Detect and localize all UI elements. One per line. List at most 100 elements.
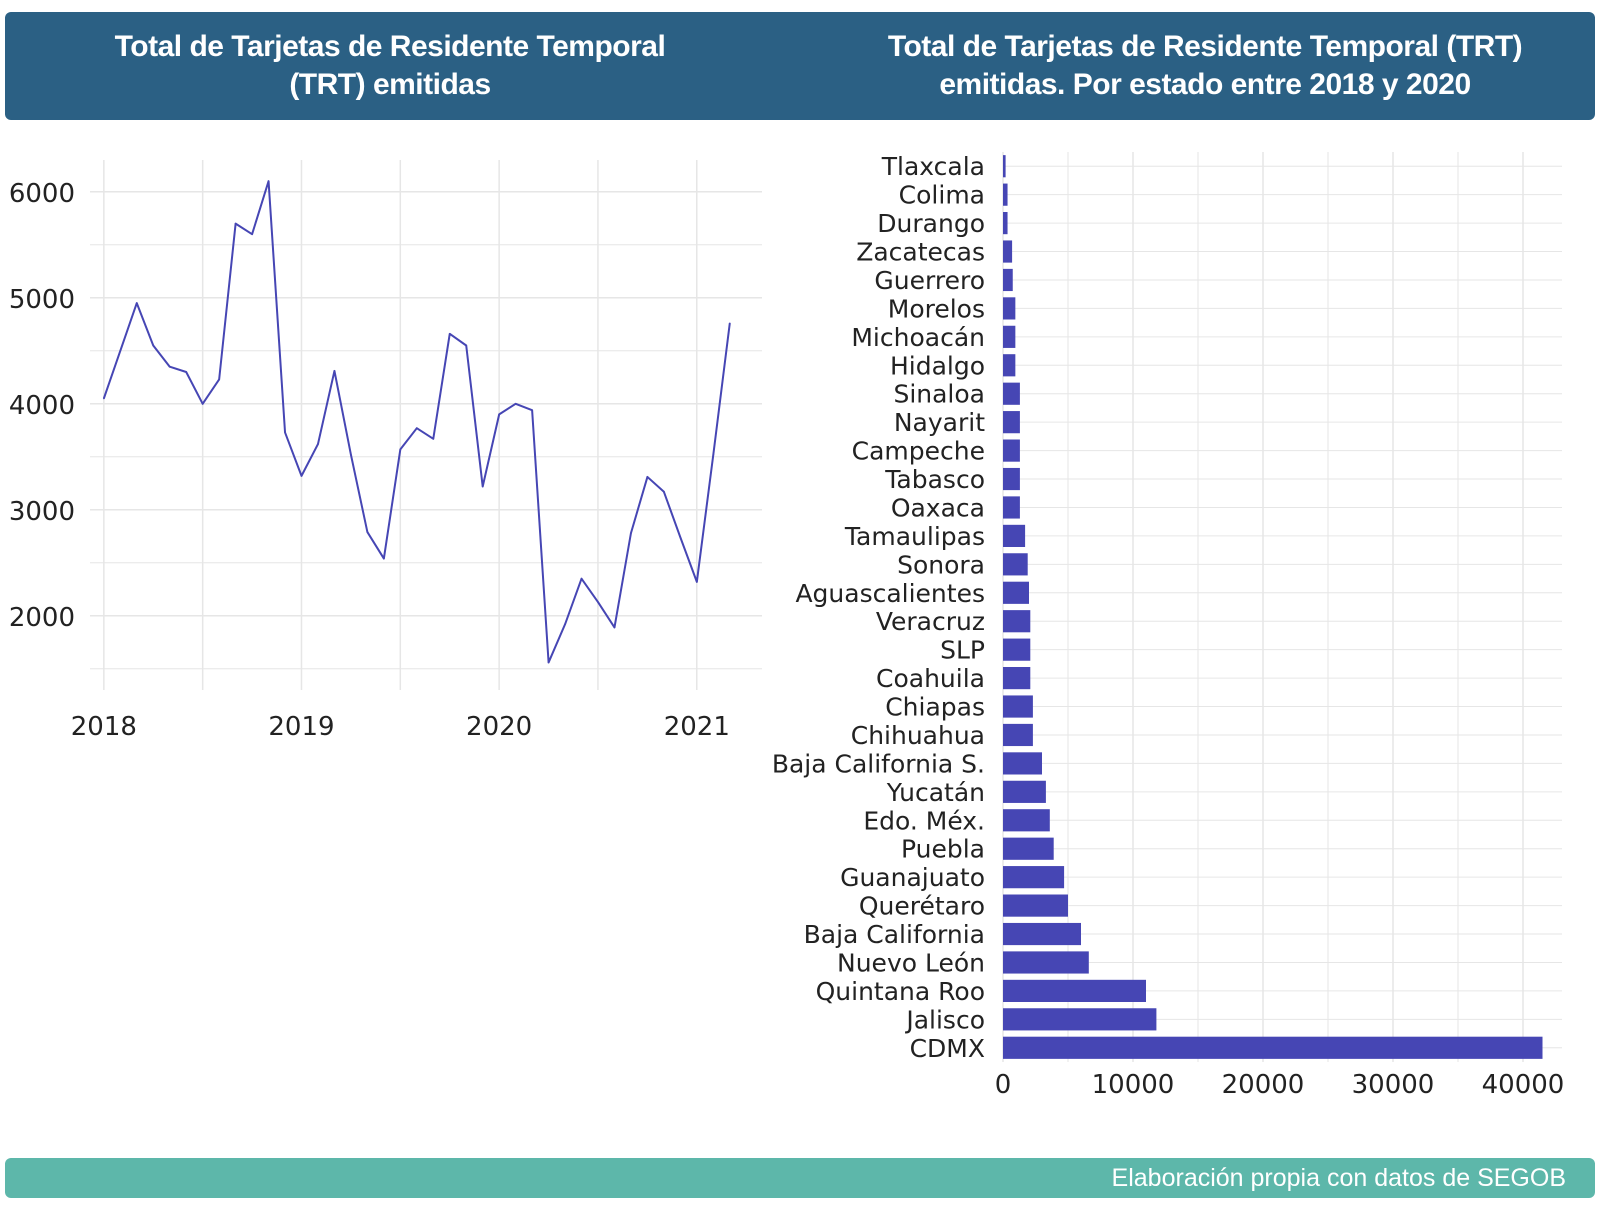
bar-chart-category-label: Tabasco <box>884 465 985 494</box>
line-chart-point <box>251 233 253 235</box>
line-chart-point <box>267 180 270 182</box>
line-chart-point <box>185 371 187 373</box>
bar-sonora <box>1003 553 1028 576</box>
bar-chiapas <box>1003 695 1033 718</box>
line-chart-point <box>465 344 468 347</box>
line-chart-point <box>366 531 369 533</box>
bar-guerrero <box>1003 268 1013 292</box>
bar-chart-category-label: Yucatán <box>886 778 985 807</box>
line-chart-point <box>300 475 303 477</box>
line-chart-point <box>481 485 484 488</box>
line-chart-point <box>103 397 105 400</box>
bar-coahuila <box>1003 667 1031 690</box>
line-chart-point <box>350 453 352 456</box>
bar-chart-category-label: Durango <box>877 209 985 238</box>
bar-guanajuato <box>1003 866 1065 889</box>
line-chart-x-tick-label: 2019 <box>268 712 334 742</box>
line-chart-point <box>564 623 566 626</box>
line-chart: 2000 3000 4000 5000 6000 2018 2019 2020 2021 <box>9 160 762 742</box>
bar-chart-category-label: Zacatecas <box>856 238 985 267</box>
line-chart-point <box>317 443 319 445</box>
bar-chart-category-label: Coahuila <box>876 664 985 693</box>
bar-tabasco <box>1003 467 1020 491</box>
bar-chart-category-label: Sinaloa <box>893 380 985 409</box>
line-chart-point <box>218 378 220 381</box>
bar-chart-x-tick-label: 40000 <box>1482 1070 1565 1100</box>
bar-quintana-roo <box>1003 979 1146 1002</box>
line-chart-point <box>284 431 286 434</box>
bar-chart-category-label: Hidalgo <box>890 351 985 380</box>
bar-chart-x-tick-label: 10000 <box>1092 1070 1175 1100</box>
bar-zacatecas <box>1003 240 1013 263</box>
line-chart-point <box>234 222 237 225</box>
line-chart-point <box>432 437 435 440</box>
bar-chart-category-label: Aguascalientes <box>795 579 985 608</box>
bar-chart-category-label: SLP <box>940 636 985 665</box>
line-chart-point <box>448 333 451 335</box>
line-chart-point <box>498 413 500 416</box>
bar-puebla <box>1003 837 1054 860</box>
bar-chart-category-label: Morelos <box>888 294 985 323</box>
bar-chart-category-label: Jalisco <box>904 1005 985 1034</box>
bar-tamaulipas <box>1003 524 1026 547</box>
bar-nuevo-león <box>1003 951 1089 974</box>
bar-chart-category-label: Colima <box>899 181 985 210</box>
bar-tlaxcala <box>1003 155 1006 178</box>
line-chart-y-tick-label: 6000 <box>9 179 75 209</box>
line-chart-point <box>712 453 715 456</box>
line-chart-x-tick-label: 2020 <box>466 712 532 742</box>
bar-chart-category-label: Sonora <box>897 550 985 579</box>
line-chart-point <box>168 365 171 368</box>
bar-chart-category-label: Querétaro <box>859 892 985 921</box>
line-chart-point <box>333 370 336 372</box>
line-chart-point <box>630 532 632 534</box>
line-chart-y-tick-label: 2000 <box>9 603 75 633</box>
bar-querétaro <box>1003 894 1068 917</box>
source-note: Elaboración propia con datos de SEGOB <box>1111 1164 1566 1192</box>
line-chart-point <box>597 601 599 603</box>
bar-chart: TlaxcalaColimaDurangoZacatecasGuerreroMo… <box>772 152 1565 1100</box>
bar-chart-category-label: Michoacán <box>851 323 985 352</box>
line-chart-point <box>679 536 682 539</box>
bar-cdmx <box>1003 1036 1543 1059</box>
bar-hidalgo <box>1003 354 1016 377</box>
line-chart-point <box>135 302 138 304</box>
bar-campeche <box>1003 439 1020 462</box>
bar-chart-category-label: Nayarit <box>894 408 985 437</box>
bar-yucatán <box>1003 780 1046 803</box>
bar-michoacán <box>1003 325 1016 348</box>
line-chart-point <box>514 403 517 405</box>
bar-slp <box>1003 638 1031 661</box>
line-chart-x-tick-label: 2021 <box>664 712 730 742</box>
bar-chart-category-label: Chihuahua <box>851 721 985 750</box>
bar-durango <box>1003 212 1008 235</box>
bar-aguascalientes <box>1003 581 1029 604</box>
bar-chart-category-label: Campeche <box>852 437 985 466</box>
line-chart-point <box>547 661 550 664</box>
line-chart-point <box>696 581 698 583</box>
bar-chart-category-label: Guanajuato <box>840 863 985 892</box>
bar-chart-category-label: Puebla <box>901 835 985 864</box>
bar-edo-méx- <box>1003 809 1050 832</box>
bar-chart-category-label: Baja California <box>804 920 985 949</box>
bar-baja-california <box>1003 922 1081 946</box>
line-chart-point <box>152 344 155 347</box>
line-chart-title: Total de Tarjetas de Residente Temporal … <box>114 30 666 101</box>
line-chart-point <box>728 322 731 325</box>
bar-chart-category-label: Chiapas <box>885 693 985 722</box>
line-chart-y-tick-label: 5000 <box>9 285 75 315</box>
bar-chart-x-tick-label: 30000 <box>1352 1070 1435 1100</box>
footer-bar <box>5 1158 1595 1198</box>
bar-chart-category-label: Guerrero <box>874 266 985 295</box>
bar-chart-category-label: Baja California S. <box>772 749 985 778</box>
bar-baja-california-s- <box>1003 752 1042 775</box>
line-chart-point <box>646 476 649 478</box>
line-chart-point <box>119 350 122 352</box>
line-chart-series <box>102 180 731 664</box>
line-chart-point <box>613 626 616 629</box>
bar-veracruz <box>1003 610 1031 633</box>
line-chart-y-tick-label: 3000 <box>9 497 75 527</box>
line-chart-point <box>383 557 385 560</box>
bar-chart-category-label: Quintana Roo <box>816 977 985 1006</box>
bar-colima <box>1003 183 1008 206</box>
